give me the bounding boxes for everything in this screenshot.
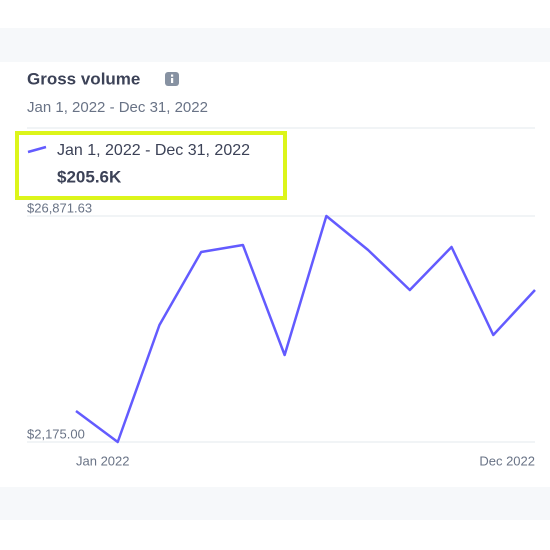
series-line (75, 214, 536, 444)
bottom-band (0, 487, 550, 520)
info-icon[interactable] (165, 72, 179, 86)
legend-label: Jan 1, 2022 - Dec 31, 2022 (57, 142, 250, 159)
y-tick-label: $26,871.63 (27, 200, 92, 215)
chart-subtitle: Jan 1, 2022 - Dec 31, 2022 (27, 99, 208, 116)
highlight-box (15, 131, 287, 200)
x-tick-label: Jan 2022 (76, 453, 130, 468)
total: $205.6K (57, 167, 122, 186)
legend-swatch (27, 145, 47, 154)
chart-title: Gross volume (27, 69, 140, 88)
x-tick-label: Dec 2022 (479, 453, 535, 468)
y-tick-label: $2,175.00 (27, 426, 85, 441)
top-band (0, 28, 550, 62)
